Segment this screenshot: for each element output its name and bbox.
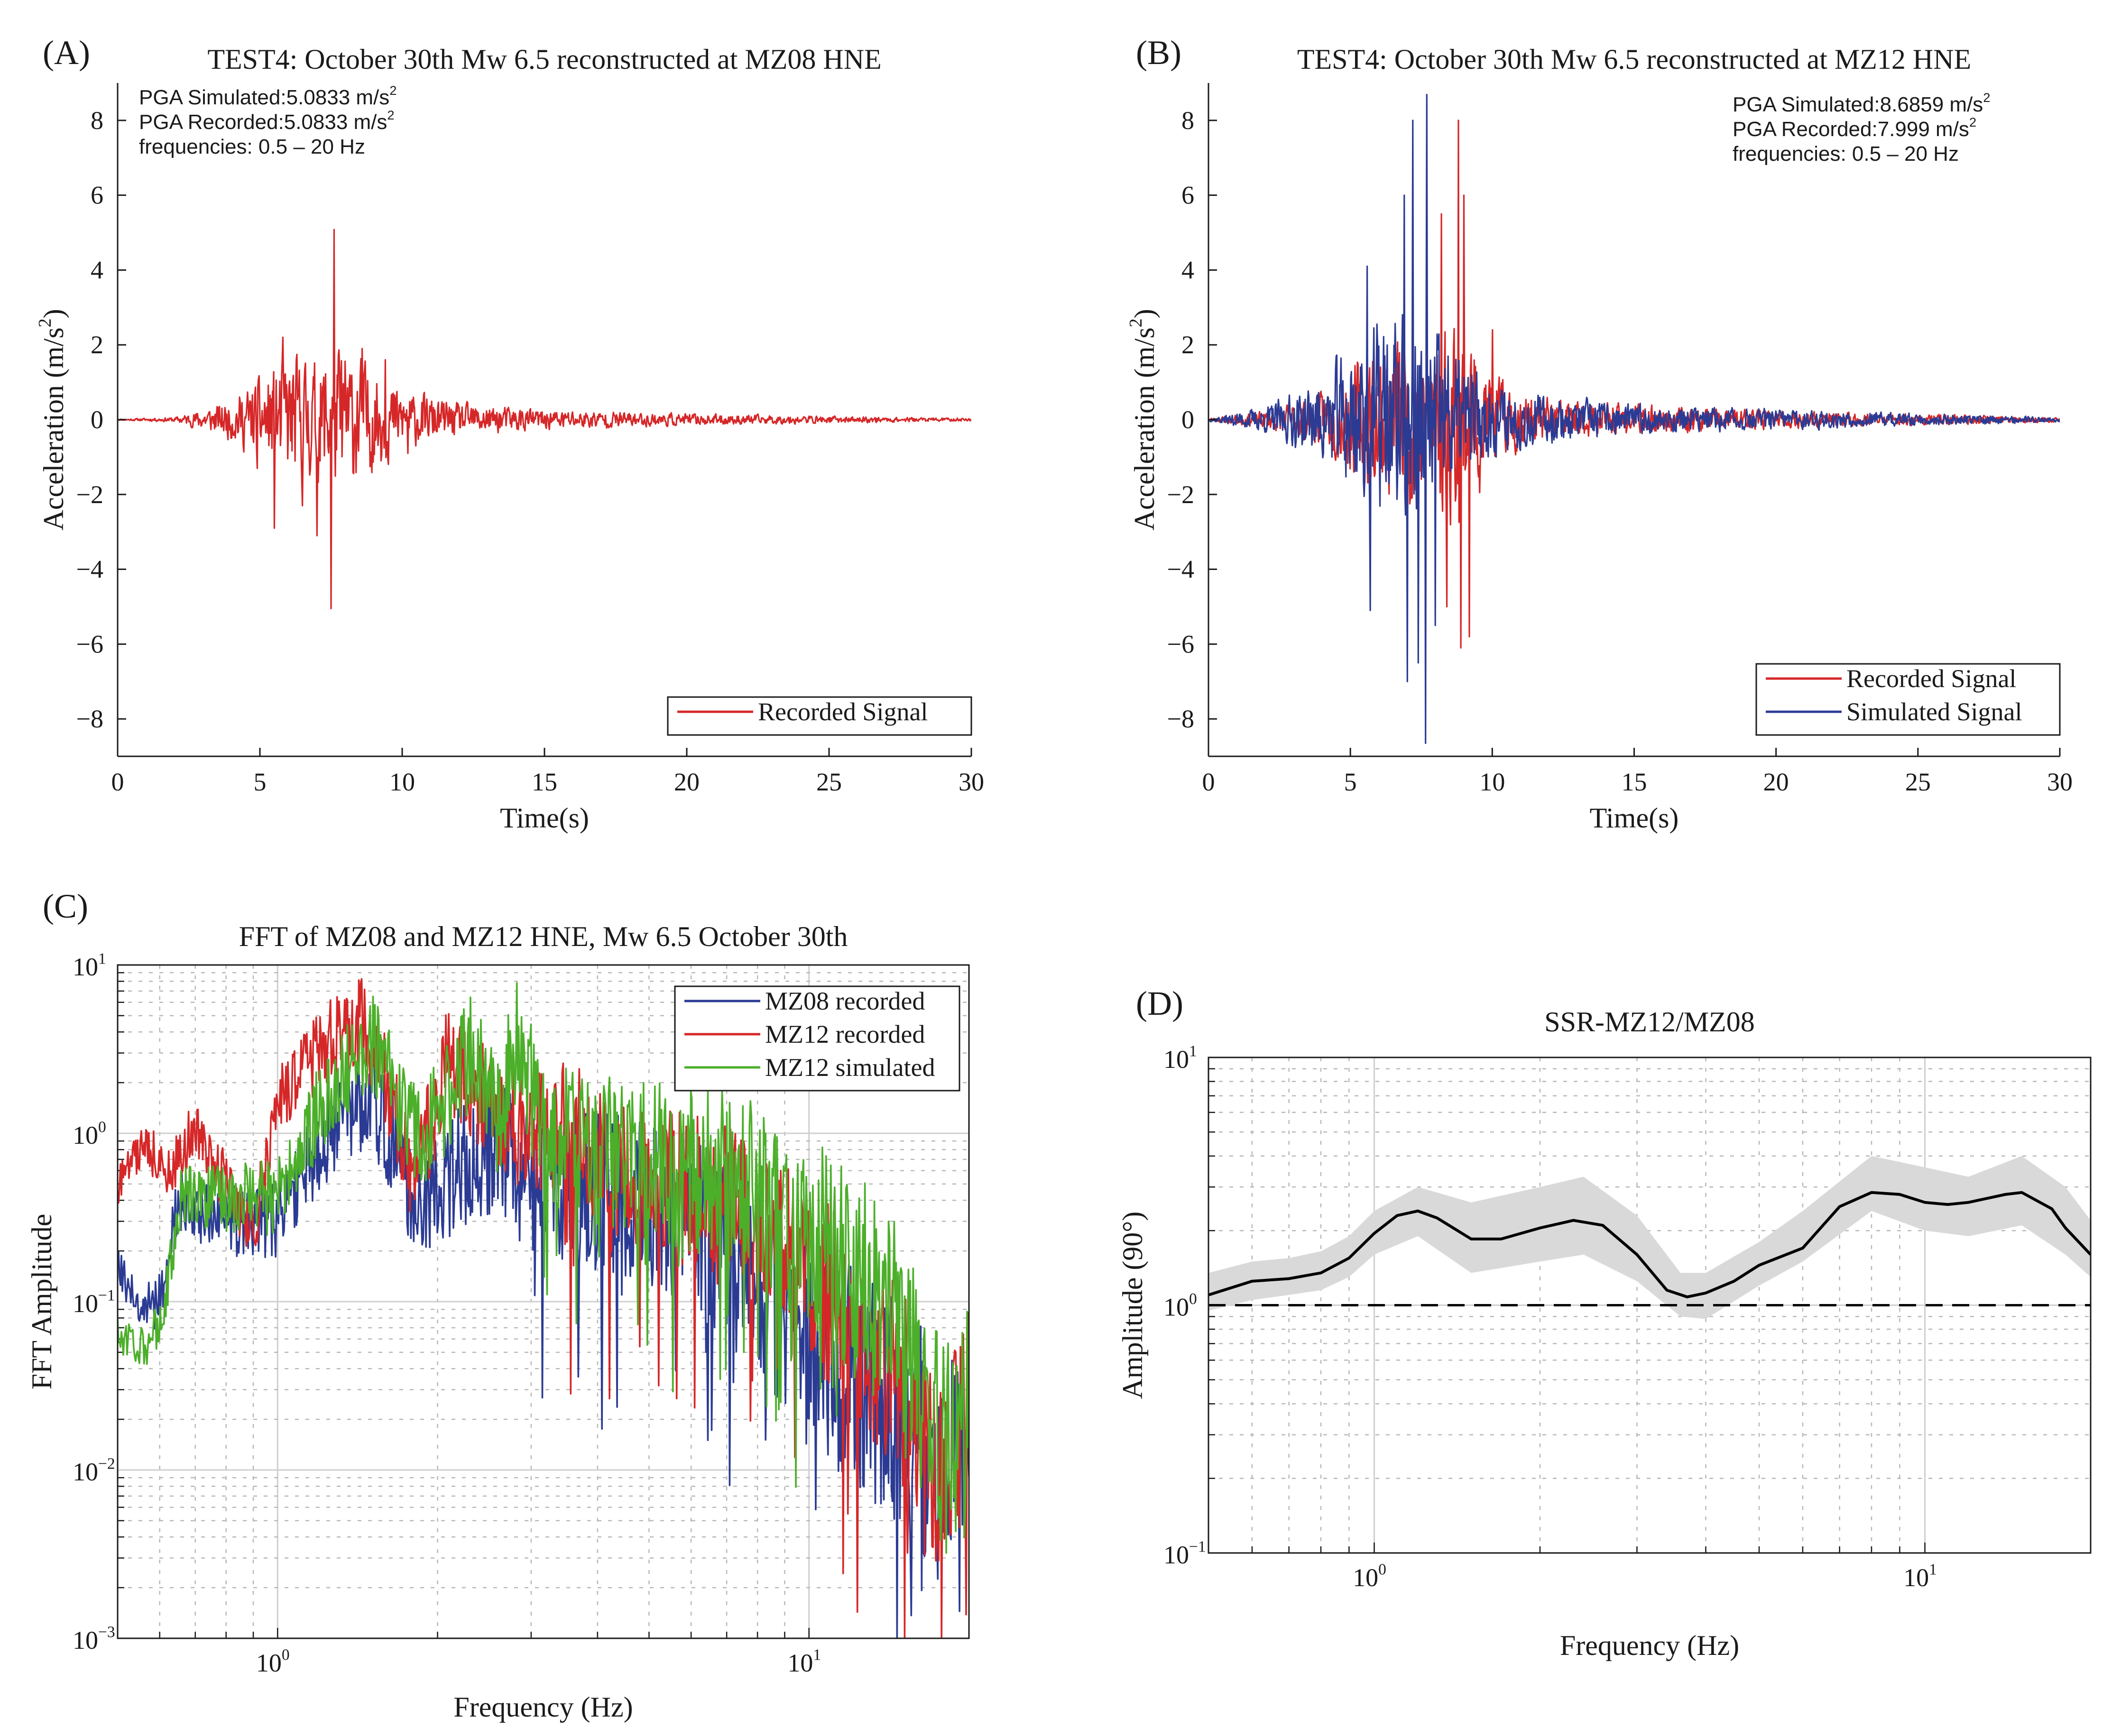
series-line: [1208, 119, 2060, 649]
y-tick-label: −4: [1167, 555, 1194, 584]
y-tick-label: 101: [1163, 1043, 1197, 1074]
x-tick-label: 10: [389, 768, 415, 796]
plot-frame: [1208, 1056, 2092, 1554]
annotation-text: PGA Simulated:5.0833 m/s2: [139, 83, 397, 109]
y-tick-label: 10−2: [73, 1455, 115, 1486]
legend-label: Simulated Signal: [1846, 698, 2022, 726]
y-tick-label: 2: [1181, 331, 1194, 359]
y-tick-label: −6: [1167, 630, 1194, 658]
x-tick-label: 101: [787, 1646, 821, 1677]
x-tick-label: 5: [254, 768, 267, 796]
x-tick-label: 15: [532, 768, 557, 796]
y-tick-label: 6: [1181, 181, 1194, 210]
legend: MZ08 recorded MZ12 recorded MZ12 simulated: [674, 985, 960, 1092]
chart-title: TEST4: October 30th Mw 6.5 reconstructed…: [207, 44, 881, 75]
y-axis-label: Amplitude (90°): [1117, 1212, 1148, 1399]
legend-label: Recorded Signal: [758, 698, 928, 726]
y-tick-label: 8: [1181, 106, 1194, 135]
chart-title: TEST4: October 30th Mw 6.5 reconstructed…: [1297, 44, 1971, 75]
x-tick-label: 25: [816, 768, 842, 796]
annotation-text: PGA Recorded:5.0833 m/s2: [139, 108, 395, 134]
series-line: [1208, 1191, 2091, 1299]
confidence-band: [1208, 1156, 2091, 1319]
y-tick-label: 4: [1181, 256, 1194, 284]
x-tick-label: 15: [1622, 768, 1647, 796]
x-tick-label: 5: [1344, 768, 1357, 796]
legend-label: Recorded Signal: [1846, 664, 2016, 693]
legend-box: [674, 985, 960, 1092]
x-tick-label: 20: [1763, 768, 1789, 796]
x-tick-label: 101: [1903, 1561, 1937, 1592]
annotation-text: PGA Simulated:8.6859 m/s2: [1733, 90, 1990, 116]
y-axis-label: Acceleration (m/s2): [1126, 309, 1160, 530]
y-tick-label: −8: [1167, 705, 1194, 733]
y-axis-label: FFT Amplitude: [26, 1214, 57, 1390]
y-tick-label: −6: [76, 630, 103, 658]
x-tick-label: 10: [1479, 768, 1505, 796]
y-tick-label: 10−1: [73, 1287, 115, 1318]
series-line: [118, 982, 969, 1554]
x-tick-label: 20: [674, 768, 700, 796]
x-tick-label: 0: [111, 768, 124, 796]
legend-label: MZ08 recorded: [765, 987, 925, 1015]
x-axis-label: Time(s): [1590, 802, 1679, 834]
y-tick-label: 8: [91, 106, 103, 135]
panel-label: (D): [1136, 984, 1183, 1022]
x-tick-label: 100: [256, 1646, 290, 1677]
y-tick-label: 10−1: [1163, 1538, 1206, 1569]
x-tick-label: 30: [2047, 768, 2073, 796]
x-axis-label: Frequency (Hz): [453, 1691, 633, 1723]
y-tick-label: 101: [73, 950, 106, 981]
series-line: [1208, 93, 2060, 744]
plot-frame: [117, 964, 970, 1639]
y-tick-label: 100: [1163, 1290, 1197, 1321]
y-tick-label: 100: [73, 1119, 106, 1149]
annotation-text: frequencies: 0.5 – 20 Hz: [1733, 142, 1959, 165]
legend: Recorded Signal Simulated Signal: [1755, 663, 2061, 736]
annotation-text: frequencies: 0.5 – 20 Hz: [139, 135, 365, 158]
y-tick-label: −2: [76, 480, 103, 509]
series-line: [118, 229, 971, 609]
legend-box: [667, 696, 972, 736]
x-tick-label: 30: [959, 768, 984, 796]
y-tick-label: 2: [91, 331, 103, 359]
x-tick-label: 100: [1353, 1561, 1386, 1592]
legend-label: MZ12 simulated: [765, 1053, 935, 1082]
x-tick-label: 0: [1202, 768, 1215, 796]
x-tick-label: 25: [1905, 768, 1931, 796]
legend-label: MZ12 recorded: [765, 1020, 925, 1048]
panel-c: (C) FFT of MZ08 and MZ12 HNE, Mw 6.5 Octo…: [26, 887, 970, 1723]
panel-label: (C): [43, 887, 88, 925]
panel-a: (A) TEST4: October 30th Mw 6.5 reconstruc…: [35, 34, 984, 834]
legend: Recorded Signal: [667, 696, 972, 736]
y-tick-label: 0: [91, 405, 103, 434]
chart-title: FFT of MZ08 and MZ12 HNE, Mw 6.5 October…: [239, 921, 848, 952]
panel-label: (B): [1136, 34, 1181, 72]
legend-box: [1755, 663, 2061, 736]
panel-d: (D) SSR-MZ12/MZ08 100 101 101 100 10−1 Frequenc…: [1117, 984, 2092, 1661]
y-tick-label: −2: [1167, 480, 1194, 509]
y-tick-label: 0: [1181, 405, 1194, 434]
y-tick-label: 6: [91, 181, 103, 210]
y-tick-label: 4: [91, 256, 103, 284]
y-tick-label: 10−3: [73, 1624, 115, 1654]
y-tick-label: −4: [76, 555, 103, 584]
chart-title: SSR-MZ12/MZ08: [1544, 1006, 1754, 1038]
x-axis-label: Frequency (Hz): [1560, 1630, 1739, 1661]
panel-b: (B) TEST4: October 30th Mw 6.5 reconstruc…: [1126, 34, 2073, 834]
annotation-text: PGA Recorded:7.999 m/s2: [1733, 115, 1976, 141]
panel-label: (A): [43, 34, 90, 72]
y-axis-label: Acceleration (m/s2): [35, 309, 69, 530]
y-tick-label: −8: [76, 705, 103, 733]
x-axis-label: Time(s): [500, 802, 589, 834]
